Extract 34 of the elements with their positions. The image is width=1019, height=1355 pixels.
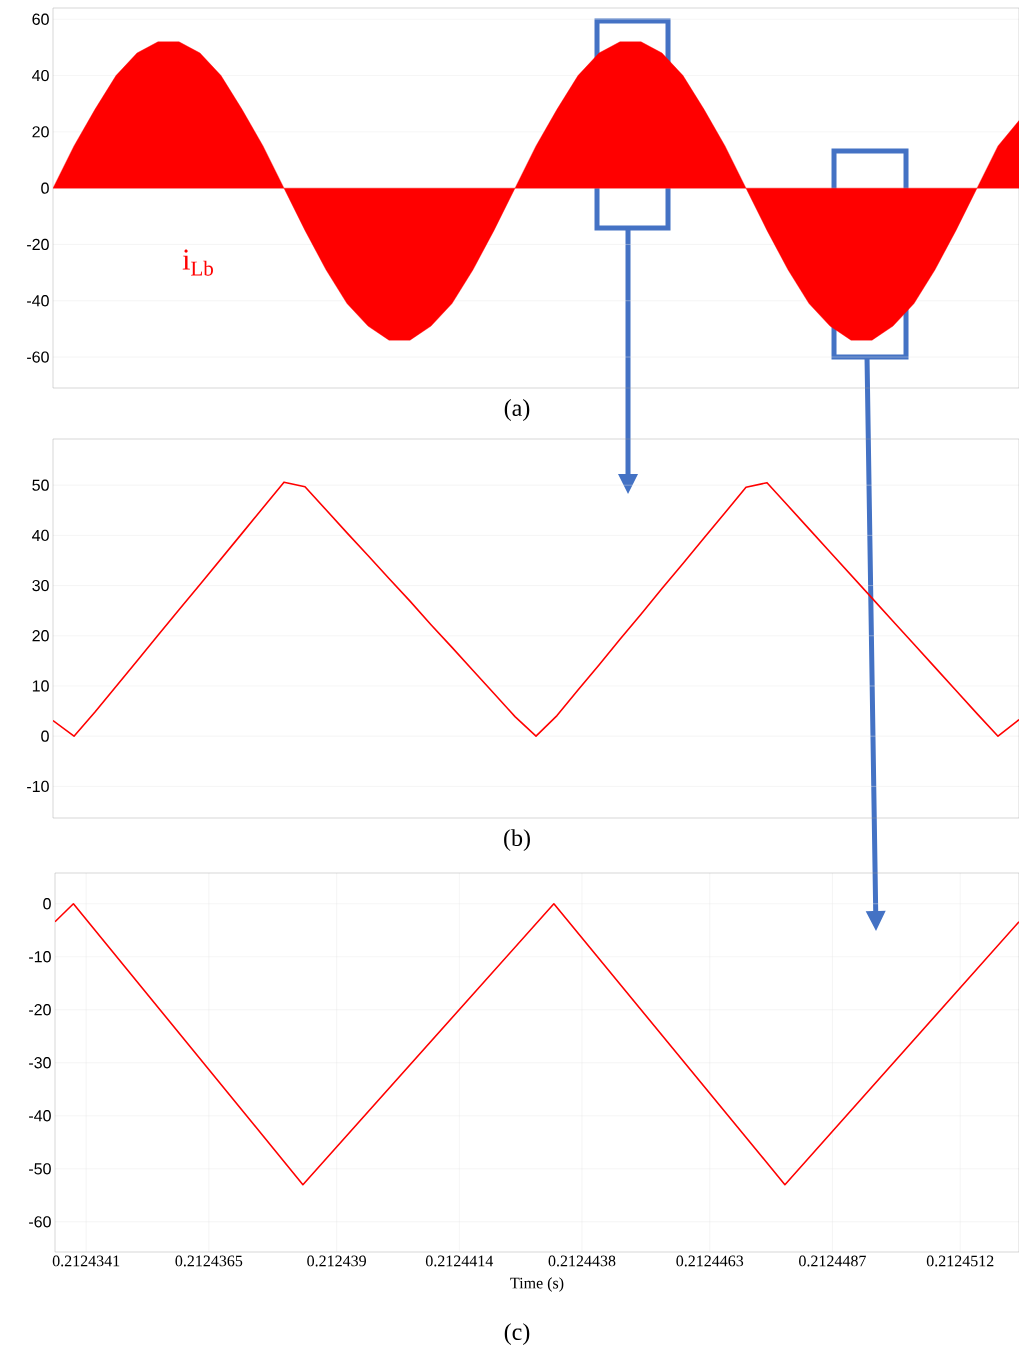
y-tick-label: -50 [29, 1163, 51, 1175]
x-tick-label: 0.2124365 [175, 1255, 243, 1267]
y-tick-label: -60 [27, 351, 49, 363]
x-tick-label: 0.2124512 [926, 1255, 994, 1267]
text: (b) [504, 829, 530, 851]
y-tick-label: -40 [27, 295, 49, 307]
y-tick-label: 60 [32, 13, 49, 25]
y-tick-label: 0 [41, 182, 49, 194]
x-tick-label: 0.2124438 [548, 1255, 616, 1267]
x-tick-label: 0.2124341 [52, 1255, 120, 1267]
y-tick-label: 50 [32, 479, 49, 491]
y-tick-label: -10 [27, 780, 49, 793]
text: (a) [504, 399, 530, 421]
y-tick-label: -10 [29, 951, 51, 963]
x-tick-label: 0.2124487 [799, 1255, 866, 1267]
y-tick-label: 40 [32, 529, 49, 542]
y-tick-label: -20 [27, 238, 49, 251]
y-tick-label: -40 [29, 1110, 51, 1122]
y-tick-label: 20 [32, 630, 49, 642]
text: i$_{Lb}$ [182, 249, 213, 276]
y-tick-label: 30 [32, 579, 49, 592]
y-tick-label: -20 [29, 1004, 51, 1016]
y-tick-label: -60 [29, 1216, 51, 1228]
y-tick-label: 0 [41, 730, 49, 742]
y-tick-label: 10 [32, 680, 49, 692]
x-tick-label: 0.212439 [307, 1255, 366, 1267]
x-tick-label: 0.2124463 [676, 1255, 744, 1267]
x-axis-title: Time (s) [510, 1277, 564, 1292]
y-tick-label: -30 [29, 1057, 51, 1069]
y-tick-label: 0 [43, 898, 51, 910]
x-tick-label: 0.2124414 [425, 1255, 494, 1267]
y-tick-label: 40 [32, 69, 49, 82]
text: (c) [504, 1323, 530, 1345]
y-tick-label: 20 [32, 126, 49, 138]
